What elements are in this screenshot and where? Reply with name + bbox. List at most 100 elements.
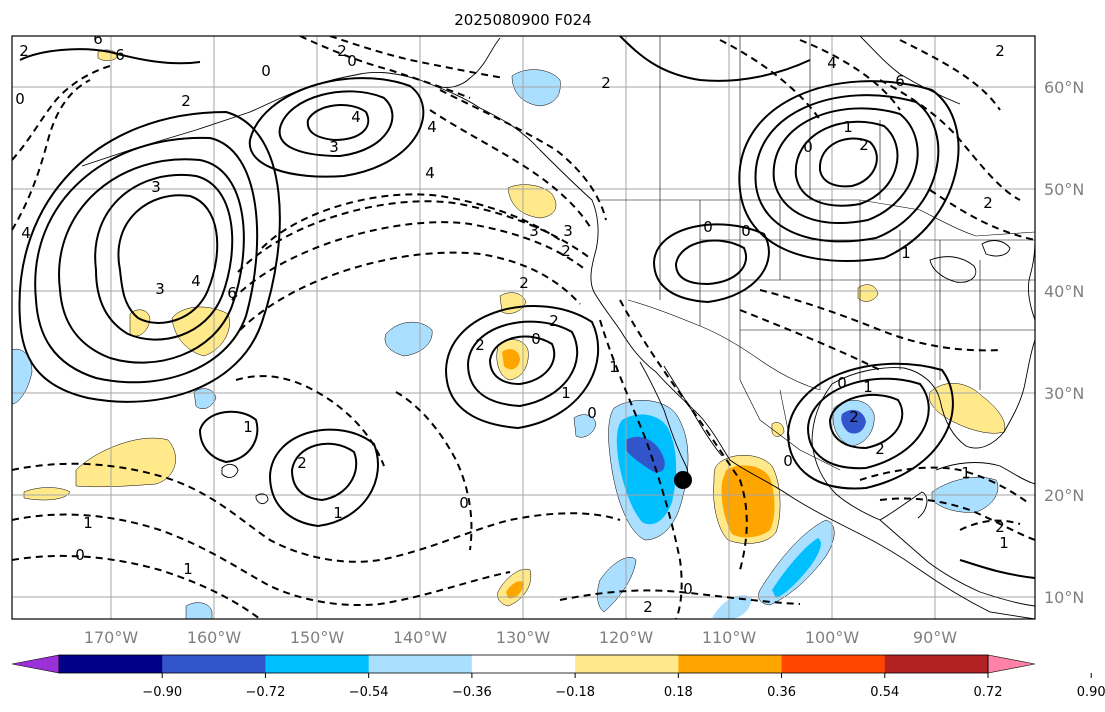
small-positive-e [771, 422, 785, 437]
contour-label: 0 [703, 218, 713, 236]
contour-goa-high-3 [248, 77, 425, 178]
tropical-positive-core [506, 581, 524, 599]
contour-us-high-1 [674, 239, 747, 286]
lat-label: 50°N [1044, 180, 1084, 199]
contour-label: 2 [643, 598, 653, 616]
contour-goa-high-1 [306, 104, 370, 142]
contour-label: 6 [227, 284, 237, 302]
colorbar-tick-label: −0.72 [246, 685, 286, 700]
contour-label: 2 [601, 74, 611, 92]
colorbar-left-extension [11, 654, 60, 674]
contour-label: 2 [297, 454, 307, 472]
positive-anomaly-core [721, 465, 775, 538]
contour-neg-ak-3 [299, 36, 471, 99]
gridlines [12, 36, 1035, 619]
contour-neg-mex-1 [619, 299, 748, 571]
contour-canada-high-5 [738, 80, 960, 262]
contour-sub-high-1 [290, 442, 358, 502]
contour-label: 0 [531, 330, 541, 348]
contour-lines [12, 36, 1035, 619]
contour-label: 4 [427, 118, 437, 136]
contour-us-high-2 [652, 223, 770, 304]
great-lakes [929, 240, 1011, 283]
colorbar-tick-label: 0.36 [767, 685, 796, 700]
contour-pac-high-1 [488, 335, 556, 386]
contour-label: 1 [901, 244, 911, 262]
contour-pac-high-2 [466, 320, 579, 408]
contour-gulf-1 [828, 393, 904, 450]
contour-label: 0 [261, 62, 271, 80]
contour-canada-high-4 [754, 94, 940, 243]
contour-label: 1 [183, 560, 193, 578]
contour-canada-high-3 [772, 107, 919, 224]
colorbar-tick-label: 0.72 [974, 685, 1003, 700]
contour-label: 1 [83, 514, 93, 532]
colorbar-segment [781, 655, 886, 673]
contour-label: 0 [783, 452, 793, 470]
contour-label: 2 [983, 194, 993, 212]
contour-west-high-1 [117, 194, 219, 324]
negative-band-south2 [712, 595, 752, 619]
contour-goa-high-2 [278, 90, 394, 158]
lon-label: 160°W [187, 628, 242, 647]
lon-label: 100°W [805, 628, 860, 647]
colorbar-tick-label: −0.90 [142, 685, 182, 700]
pacific-positive-core [502, 349, 520, 370]
colorbar-segment [575, 655, 679, 673]
north-america-coastline [419, 79, 1035, 619]
lat-label: 30°N [1044, 384, 1084, 403]
northwest-coast [435, 37, 501, 89]
colorbar-tick-label: −0.18 [555, 685, 595, 700]
small-negative-b [193, 388, 217, 409]
colorbar: −0.90 −0.72 −0.54 −0.36 −0.18 0.18 0.36 0.54 0.7… [11, 654, 1105, 700]
contour-label: 3 [151, 178, 161, 196]
lon-label: 150°W [290, 628, 345, 647]
longitude-axis-labels: 170°W 160°W 150°W 140°W 130°W 120°W 110°… [84, 628, 957, 647]
contour-label: 1 [333, 504, 343, 522]
hawaii-positive-small [23, 487, 71, 501]
contour-label: 3 [563, 222, 573, 240]
lat-label: 20°N [1044, 486, 1084, 505]
contour-gulf-2 [806, 377, 930, 470]
map-frame [11, 35, 1036, 620]
contour-label: 3 [155, 280, 165, 298]
colorbar-segment [471, 655, 576, 673]
contour-neg-pac-4 [239, 251, 581, 331]
contour-neg-sub-2 [235, 375, 385, 467]
contour-label: 0 [803, 138, 813, 156]
contour-label: 2 [19, 42, 29, 60]
shaded-anomaly-fields [12, 49, 1006, 619]
contour-label: 2 [549, 312, 559, 330]
colorbar-tick-label: 0.18 [664, 685, 693, 700]
contour-label: 4 [827, 54, 837, 72]
hudson-bay-coast [859, 36, 961, 105]
small-negative-a [573, 414, 597, 438]
contour-neg-trop-4 [559, 589, 801, 605]
contour-sub-high-2 [268, 428, 379, 528]
contour-label: 2 [995, 42, 1005, 60]
contour-neg-east-2 [899, 39, 1001, 111]
mexico-gulf-coast [811, 383, 881, 521]
colorbar-segment [265, 655, 370, 673]
contour-neg-east-3 [929, 189, 1035, 241]
contour-neg-trop-3 [12, 554, 261, 619]
colorbar-tick-labels: −0.90 −0.72 −0.54 −0.36 −0.18 0.18 0.36 0.54 0.7… [142, 673, 1105, 700]
gulf-negative-core [841, 409, 866, 434]
negative-band-core [772, 538, 821, 598]
contour-neg-carib-2 [879, 497, 1035, 541]
contour-label: 3 [329, 138, 339, 156]
contour-label: 1 [961, 464, 971, 482]
negative-anomaly-peak [626, 436, 665, 473]
contour-north-2 [619, 36, 811, 82]
contour-neg-pac-1 [261, 193, 561, 249]
contour-neg-canada-1 [719, 39, 821, 121]
colorbar-segment [368, 655, 473, 673]
contour-neg-pac-2 [237, 200, 591, 273]
contour-canada-high-2 [794, 120, 899, 207]
colorbar-segment [59, 655, 163, 673]
contour-label: 6 [115, 46, 125, 64]
contour-label: 3 [529, 222, 539, 240]
